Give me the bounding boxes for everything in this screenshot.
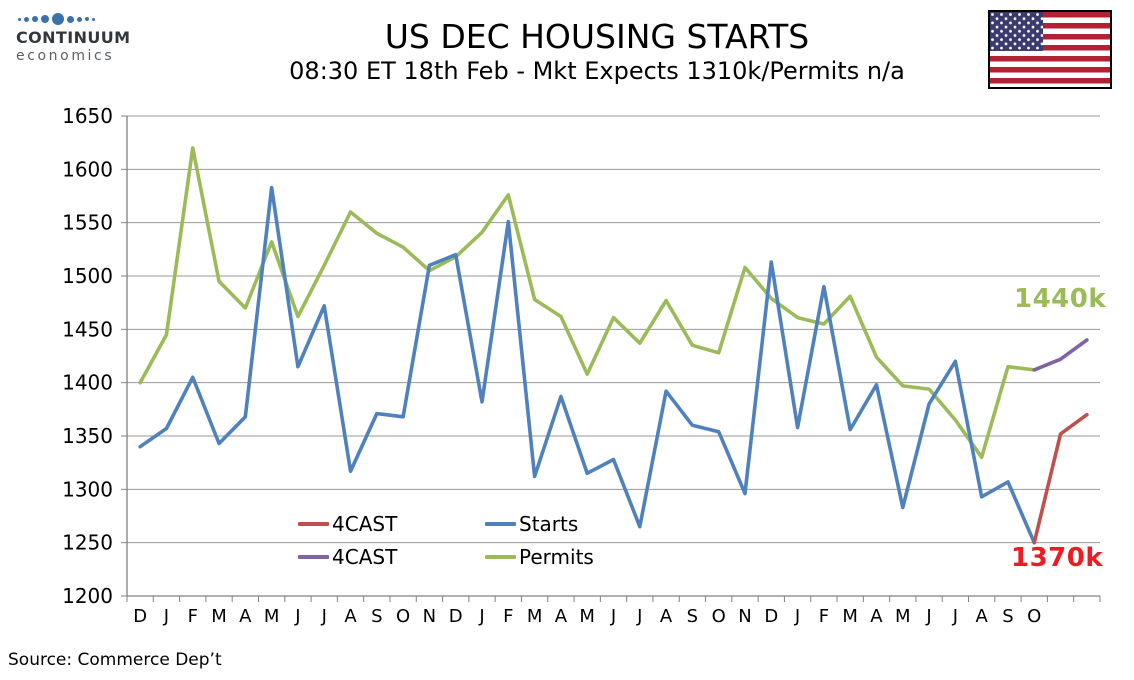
svg-text:A: A	[975, 606, 988, 627]
svg-text:1350: 1350	[62, 424, 113, 448]
y-axis-labels: 1200 1250 1300 1350 1400 1450 1500 1550 1600 1650	[62, 104, 113, 608]
svg-text:F: F	[503, 606, 513, 627]
svg-text:O: O	[1027, 606, 1041, 627]
legend-item-starts: Starts	[485, 507, 672, 540]
svg-text:M: M	[895, 606, 911, 627]
svg-text:M: M	[579, 606, 595, 627]
gridlines	[121, 115, 1100, 597]
legend-label: 4CAST	[332, 511, 398, 536]
chart-header: US DEC HOUSING STARTS 08:30 ET 18th Feb …	[80, 18, 1114, 86]
permits-forecast-label: 1440k	[1014, 284, 1107, 314]
svg-text:J: J	[794, 606, 800, 627]
legend-label: 4CAST	[332, 544, 398, 569]
legend-item-permits: Permits	[485, 540, 672, 573]
chart-legend: 4CAST Starts 4CAST Permits	[298, 507, 698, 573]
svg-text:1650: 1650	[62, 104, 113, 128]
svg-text:J: J	[163, 606, 169, 627]
permits-forecast-line	[1032, 338, 1089, 372]
svg-text:1250: 1250	[62, 531, 113, 555]
svg-text:A: A	[344, 606, 357, 627]
svg-text:A: A	[555, 606, 568, 627]
chart-subtitle: 08:30 ET 18th Feb - Mkt Expects 1310k/Pe…	[289, 57, 905, 85]
svg-text:D: D	[764, 606, 778, 627]
legend-line-sample	[485, 554, 516, 559]
source-note: Source: Commerce Dep’t	[8, 650, 222, 670]
svg-text:1600: 1600	[62, 157, 113, 181]
logo-text-economics: economics	[16, 48, 115, 64]
logo-text-continuum: CONTINUUM	[16, 28, 131, 47]
logo-dots-icon	[18, 12, 146, 26]
svg-text:M: M	[264, 606, 280, 627]
axes	[126, 116, 1101, 602]
permits-line	[138, 146, 1037, 460]
svg-text:J: J	[294, 606, 300, 627]
svg-text:N: N	[423, 606, 436, 627]
svg-text:A: A	[660, 606, 673, 627]
legend-line-sample	[298, 554, 329, 559]
legend-item-4cast-starts: 4CAST	[298, 507, 485, 540]
svg-text:S: S	[371, 606, 382, 627]
legend-line-sample	[298, 521, 329, 526]
svg-text:A: A	[239, 606, 252, 627]
svg-text:M: M	[842, 606, 858, 627]
legend-label: Permits	[519, 544, 594, 569]
svg-text:1200: 1200	[62, 584, 113, 608]
svg-text:D: D	[449, 606, 463, 627]
legend-line-sample	[485, 521, 516, 526]
svg-text:1500: 1500	[62, 264, 113, 288]
starts-forecast-label: 1370k	[1011, 543, 1104, 573]
svg-text:J: J	[952, 606, 958, 627]
svg-text:F: F	[188, 606, 198, 627]
legend-item-4cast-permits: 4CAST	[298, 540, 485, 573]
svg-text:J: J	[610, 606, 616, 627]
svg-text:J: J	[925, 606, 931, 627]
svg-text:N: N	[738, 606, 751, 627]
svg-text:1400: 1400	[62, 371, 113, 395]
continuum-economics-logo: CONTINUUM economics	[16, 12, 146, 64]
svg-text:F: F	[819, 606, 829, 627]
svg-text:D: D	[133, 606, 147, 627]
svg-text:1550: 1550	[62, 211, 113, 235]
svg-text:A: A	[870, 606, 883, 627]
us-flag-canton	[990, 12, 1043, 51]
svg-text:J: J	[321, 606, 327, 627]
svg-text:J: J	[478, 606, 484, 627]
svg-text:1300: 1300	[62, 477, 113, 501]
us-flag-icon	[988, 10, 1112, 89]
svg-text:M: M	[527, 606, 543, 627]
svg-text:1450: 1450	[62, 317, 113, 341]
svg-text:J: J	[636, 606, 642, 627]
svg-text:O: O	[396, 606, 410, 627]
svg-text:M: M	[211, 606, 227, 627]
svg-text:S: S	[1002, 606, 1013, 627]
chart-title: US DEC HOUSING STARTS	[384, 17, 810, 56]
svg-text:S: S	[687, 606, 698, 627]
starts-line	[138, 185, 1037, 545]
legend-label: Starts	[519, 511, 579, 536]
starts-forecast-line	[1032, 412, 1089, 545]
svg-text:O: O	[712, 606, 726, 627]
